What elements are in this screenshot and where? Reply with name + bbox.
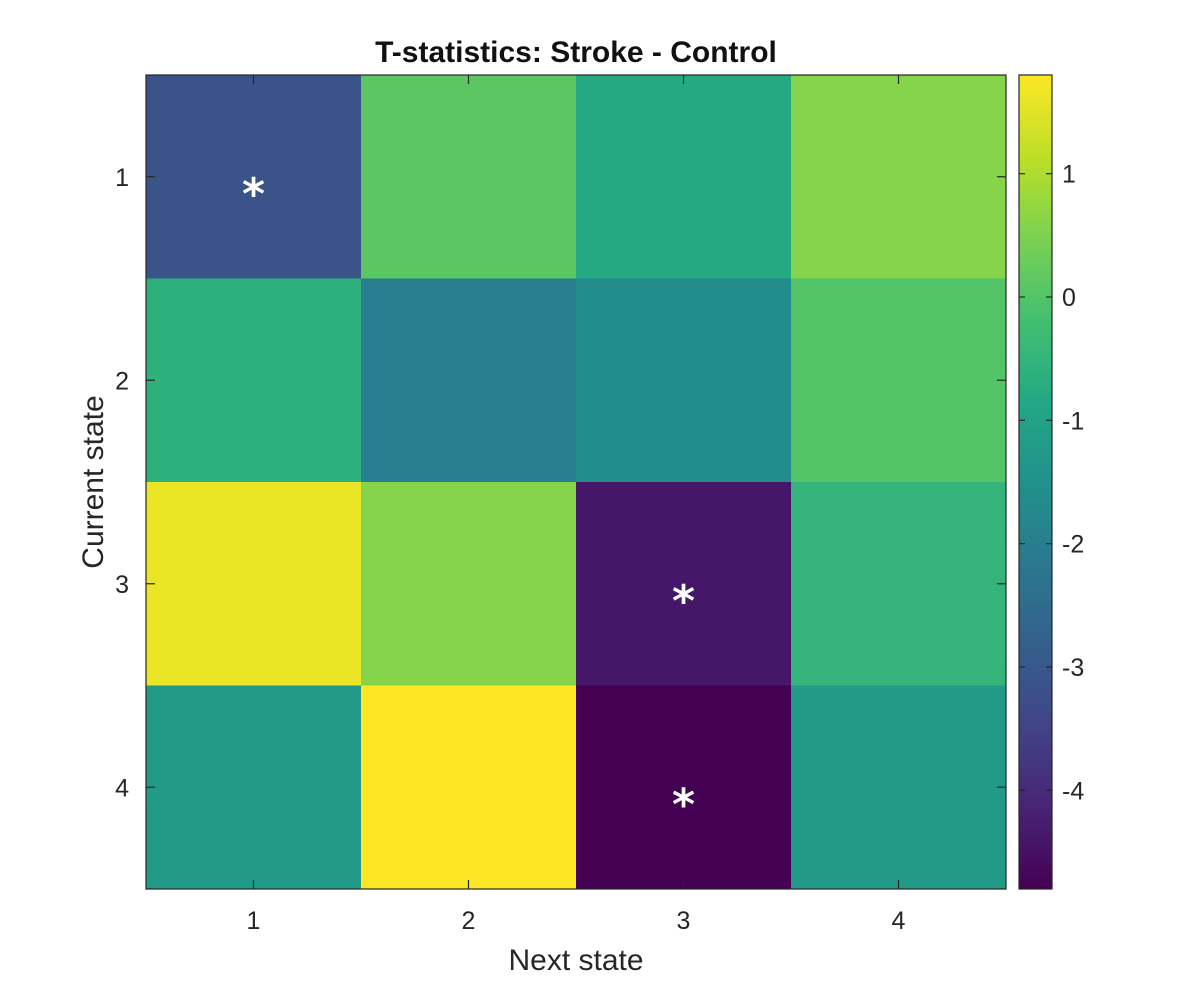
y-axis-label: Current state xyxy=(77,395,110,568)
heatmap-cell-r4-c4 xyxy=(791,685,1007,890)
colorbar-tick-label: 1 xyxy=(1062,161,1076,189)
x-axis-label: Next state xyxy=(508,944,643,977)
heatmap-cell-r3-c4 xyxy=(791,482,1007,686)
heatmap-cell-r4-c1 xyxy=(146,685,362,890)
x-tick-label: 1 xyxy=(247,907,261,935)
significance-markers: * * * xyxy=(242,169,695,831)
x-tick-label: 2 xyxy=(462,907,476,935)
colorbar-ticks: 1 0 -1 -2 -3 -4 xyxy=(1019,161,1084,805)
chart-title: T-statistics: Stroke - Control xyxy=(375,36,777,69)
y-tick-label: 1 xyxy=(115,164,129,192)
heatmap-cell-r3-c1 xyxy=(146,482,362,686)
heatmap-cell-r2-c1 xyxy=(146,278,362,483)
colorbar-tick-label: 0 xyxy=(1062,284,1076,312)
heatmap-cell-r3-c2 xyxy=(361,482,577,686)
heatmap-cell-r4-c3 xyxy=(576,685,792,890)
x-tick-label: 4 xyxy=(892,907,906,935)
y-tick-label: 3 xyxy=(115,571,129,599)
heatmap-cell-r2-c2 xyxy=(361,278,577,483)
colorbar-tick-label: -2 xyxy=(1062,531,1084,559)
heatmap-cell-r1-c1 xyxy=(146,75,362,279)
y-ticks: 1 2 3 4 xyxy=(115,164,1006,802)
heatmap-cell-r2-c4 xyxy=(791,278,1007,483)
y-tick-label: 4 xyxy=(115,774,129,802)
colorbar-tick-label: -3 xyxy=(1062,654,1084,682)
heatmap-cell-r1-c4 xyxy=(791,75,1007,279)
y-tick-label: 2 xyxy=(115,367,129,395)
heatmap-cell-r3-c3 xyxy=(576,482,792,686)
heatmap-cell-r1-c2 xyxy=(361,75,577,279)
heatmap-cells xyxy=(146,75,1007,890)
plot-frame xyxy=(145,74,1007,890)
significance-star: * xyxy=(242,169,265,220)
heatmap-cell-r4-c2 xyxy=(361,685,577,890)
significance-star: * xyxy=(672,779,695,830)
colorbar-tick-label: -1 xyxy=(1062,407,1084,435)
colorbar-tick-label: -4 xyxy=(1062,777,1084,805)
x-ticks: 1 2 3 4 xyxy=(247,75,906,935)
significance-star: * xyxy=(672,576,695,627)
x-tick-label: 3 xyxy=(677,907,691,935)
colorbar xyxy=(1018,74,1053,890)
heatmap-cell-r1-c3 xyxy=(576,75,792,279)
heatmap-cell-r2-c3 xyxy=(576,278,792,483)
